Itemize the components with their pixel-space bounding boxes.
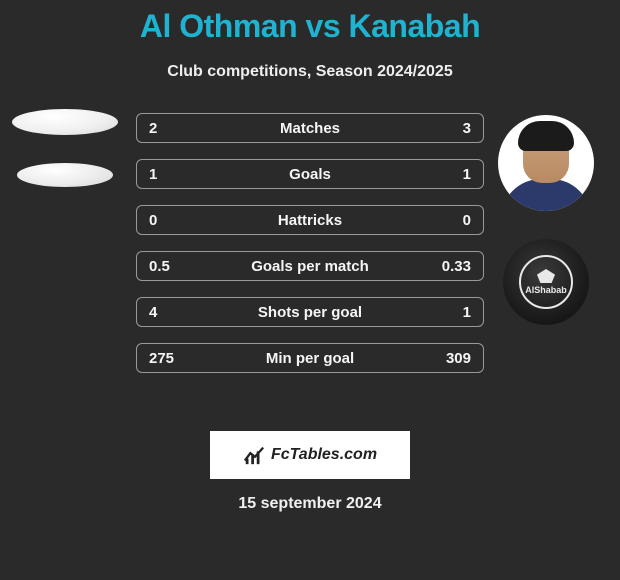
- stat-row: 4 Shots per goal 1: [136, 297, 484, 327]
- brand-text: FcTables.com: [271, 446, 377, 464]
- stat-label: Goals per match: [199, 258, 421, 275]
- stat-a-value: 1: [149, 166, 199, 183]
- subtitle: Club competitions, Season 2024/2025: [0, 63, 620, 81]
- player-a-placeholder-icon: [12, 109, 118, 135]
- player-a-name: Al Othman: [140, 8, 297, 44]
- club-a-placeholder-icon: [17, 163, 113, 187]
- comparison-card: Al Othman vs Kanabah Club competitions, …: [0, 0, 620, 513]
- club-b-label: AlShabab: [525, 285, 567, 295]
- stat-label: Min per goal: [199, 350, 421, 367]
- player-b-name: Kanabah: [349, 8, 481, 44]
- stat-label: Shots per goal: [199, 304, 421, 321]
- avatar-hair-icon: [518, 121, 574, 151]
- stat-row: 0.5 Goals per match 0.33: [136, 251, 484, 281]
- stat-b-value: 0.33: [421, 258, 471, 275]
- stat-b-value: 3: [421, 120, 471, 137]
- player-b-avatar: [498, 115, 594, 211]
- stat-a-value: 0.5: [149, 258, 199, 275]
- avatar-body-icon: [501, 179, 591, 211]
- stat-row: 0 Hattricks 0: [136, 205, 484, 235]
- club-b-inner-icon: AlShabab: [519, 255, 573, 309]
- stat-label: Hattricks: [199, 212, 421, 229]
- stats-rows: 2 Matches 3 1 Goals 1 0 Hattricks 0 0.5 …: [136, 113, 484, 389]
- club-b-logo: AlShabab: [503, 239, 589, 325]
- stat-a-value: 0: [149, 212, 199, 229]
- stat-a-value: 4: [149, 304, 199, 321]
- stat-label: Matches: [199, 120, 421, 137]
- chart-icon: [243, 444, 265, 466]
- comparison-body: 2 Matches 3 1 Goals 1 0 Hattricks 0 0.5 …: [0, 113, 620, 413]
- stat-b-value: 309: [421, 350, 471, 367]
- stat-a-value: 2: [149, 120, 199, 137]
- page-title: Al Othman vs Kanabah: [0, 8, 620, 45]
- stat-b-value: 1: [421, 166, 471, 183]
- brand-badge: FcTables.com: [210, 431, 410, 479]
- right-avatar-column: AlShabab: [496, 115, 596, 325]
- left-avatar-column: [10, 109, 120, 187]
- title-vs: vs: [306, 8, 341, 44]
- stat-row: 275 Min per goal 309: [136, 343, 484, 373]
- stat-label: Goals: [199, 166, 421, 183]
- stat-b-value: 0: [421, 212, 471, 229]
- stat-b-value: 1: [421, 304, 471, 321]
- stat-a-value: 275: [149, 350, 199, 367]
- stat-row: 1 Goals 1: [136, 159, 484, 189]
- stat-row: 2 Matches 3: [136, 113, 484, 143]
- date-label: 15 september 2024: [0, 495, 620, 513]
- club-b-glyph-icon: [536, 269, 556, 283]
